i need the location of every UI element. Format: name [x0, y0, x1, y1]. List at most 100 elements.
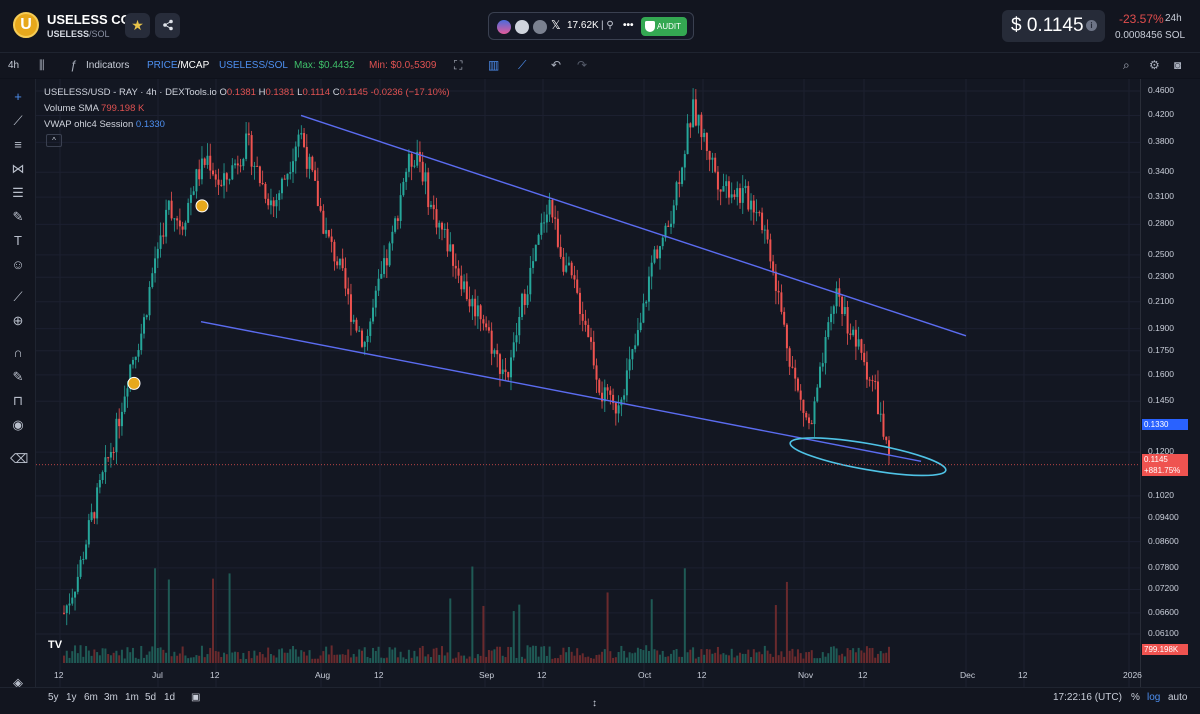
volume-bar	[449, 598, 452, 663]
share-button[interactable]	[155, 13, 180, 38]
candle-type-icon[interactable]: ⫼	[39, 58, 45, 72]
more-icon[interactable]: •••	[623, 20, 634, 31]
volume-bar	[584, 657, 587, 663]
price-axis[interactable]: 0.4600 0.4200 0.3800 0.3400 0.3100 0.2800 0.25…	[1140, 79, 1200, 687]
volume-bar	[156, 647, 159, 663]
indicators-button[interactable]: Indicators	[86, 60, 130, 71]
telegram-icon[interactable]	[533, 20, 547, 34]
search-icon[interactable]: | ⚲	[601, 20, 614, 31]
pattern-icon[interactable]: ⋈	[11, 161, 25, 176]
candle-body	[838, 288, 841, 297]
undo-icon[interactable]: ↶	[551, 58, 562, 72]
range-6m[interactable]: 6m	[84, 692, 98, 703]
trash-icon[interactable]: ⌫	[10, 451, 29, 466]
info-icon[interactable]: i	[1086, 20, 1097, 31]
range-1d[interactable]: 1d	[164, 692, 176, 703]
flag-icon[interactable]	[497, 20, 511, 34]
volume-bar	[708, 649, 711, 663]
volume-bar	[239, 658, 242, 663]
volume-bar	[750, 657, 753, 663]
layers-icon[interactable]: ◈	[13, 675, 23, 690]
resize-handle-icon[interactable]: ↕	[592, 698, 597, 709]
eye-icon[interactable]: ◉	[12, 417, 24, 432]
price-chart[interactable]: USELESS/USD - RAY · 4h · DEXTools.io O0.…	[36, 79, 1140, 687]
audit-badge[interactable]: AUDIT	[641, 17, 687, 36]
collapse-legend-button[interactable]: ^	[46, 134, 62, 147]
volume-bar	[498, 646, 501, 663]
globe-icon[interactable]	[515, 20, 529, 34]
candle-body	[258, 166, 261, 183]
zoom-icon[interactable]: ⊕	[12, 313, 24, 328]
volume-bar	[352, 653, 355, 663]
range-1y[interactable]: 1y	[66, 692, 77, 703]
bar-chart-icon[interactable]: ▥	[488, 58, 500, 72]
trendline-icon[interactable]: ⟋	[13, 113, 23, 128]
time-axis[interactable]: 12 Jul 12 Aug 12 Sep 12 Oct 12 Nov 12 Dec 12 2026	[36, 665, 1142, 687]
volume-bar	[65, 650, 68, 663]
line-chart-icon[interactable]: ⟋	[518, 58, 527, 72]
x-twitter-icon[interactable]: 𝕏	[551, 18, 561, 32]
bottom-bar: 5y 1y 6m 3m 1m 5d 1d ▣ ↕ 17:22:16 (UTC) …	[0, 687, 1200, 714]
ruler-icon[interactable]: ⟋	[13, 289, 23, 304]
range-3m[interactable]: 3m	[104, 692, 118, 703]
volume-bar	[827, 653, 830, 663]
volume-bar	[752, 649, 755, 663]
indicators-icon[interactable]: ƒ	[70, 58, 77, 72]
volume-bar	[741, 653, 744, 663]
volume-bar	[565, 652, 568, 663]
emoji-icon[interactable]: ☺	[11, 257, 25, 272]
redo-icon[interactable]: ↷	[577, 58, 588, 72]
candle-body	[446, 228, 449, 252]
volume-bar	[465, 658, 468, 663]
candle-body	[413, 165, 416, 167]
candle-body	[145, 315, 148, 318]
lock-drawing-icon[interactable]: ✎	[12, 369, 24, 384]
candle-body	[647, 276, 650, 302]
candle-body	[716, 171, 719, 190]
pair-toggle[interactable]: USELESS/SOL	[219, 60, 288, 71]
candle-body	[187, 202, 190, 223]
candle-body	[289, 172, 292, 174]
percent-toggle[interactable]: %	[1131, 692, 1140, 703]
range-5y[interactable]: 5y	[48, 692, 59, 703]
volume-bar	[670, 653, 673, 663]
candle-body	[876, 381, 879, 415]
fib-icon[interactable]: ☰	[12, 185, 24, 200]
volume-bar	[104, 648, 107, 663]
auto-toggle[interactable]: auto	[1168, 692, 1188, 703]
horizontal-lines-icon[interactable]: ≡	[14, 137, 22, 152]
settings-icon[interactable]: ⚙	[1149, 58, 1160, 72]
log-toggle[interactable]: log	[1147, 692, 1161, 703]
volume-bar	[327, 654, 330, 663]
magnify-icon[interactable]: ⌕	[1123, 58, 1130, 72]
volume-bar	[841, 653, 844, 663]
candle-body	[247, 133, 250, 136]
candle-body	[774, 271, 777, 291]
candle-body	[879, 413, 882, 415]
volume-bar	[474, 658, 477, 663]
camera-icon[interactable]: ◙	[1174, 58, 1182, 72]
candle-body	[772, 261, 775, 272]
volume-bar	[198, 655, 201, 663]
interval-selector[interactable]: 4h	[8, 60, 20, 71]
chart-canvas[interactable]	[36, 79, 1140, 687]
crosshair-icon[interactable]: +	[14, 89, 22, 104]
text-icon[interactable]: T	[14, 233, 22, 248]
lock-icon[interactable]: ⊓	[12, 393, 24, 408]
candle-body	[628, 359, 631, 371]
volume-bar	[653, 649, 656, 663]
volume-bar	[885, 652, 888, 663]
favorite-button[interactable]: ★	[125, 13, 150, 38]
range-1m[interactable]: 1m	[125, 692, 139, 703]
volume-bar	[766, 650, 769, 663]
volume-bar	[209, 647, 212, 663]
candle-body	[479, 305, 482, 320]
legend-change: -0.0236 (−17.10%)	[370, 87, 450, 98]
volume-bar	[609, 651, 612, 663]
date-range-icon[interactable]: ▣	[191, 692, 201, 703]
price-mcap-toggle[interactable]: PRICE/MCAP	[147, 60, 209, 71]
brush-icon[interactable]: ✎	[12, 209, 24, 224]
fullscreen-icon[interactable]: ⛶	[454, 58, 463, 72]
magnet-icon[interactable]: ∩	[13, 345, 23, 360]
range-5d[interactable]: 5d	[145, 692, 157, 703]
